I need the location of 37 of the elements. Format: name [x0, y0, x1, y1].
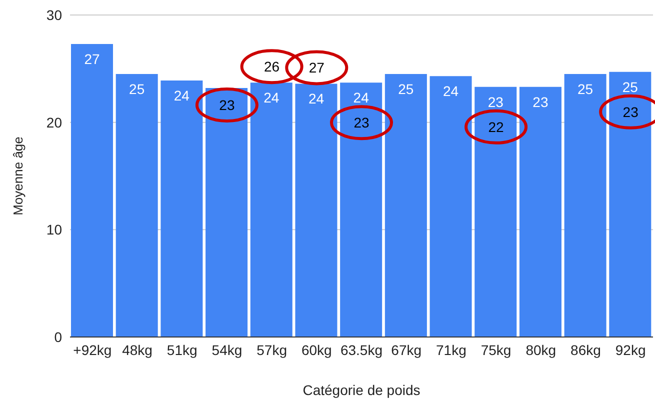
- annotation: 27: [308, 60, 325, 76]
- x-tick-label: +92kg: [73, 342, 112, 358]
- data-label: 25: [578, 80, 594, 97]
- data-label: 24: [174, 87, 190, 104]
- x-tick-label: 48kg: [122, 342, 152, 358]
- x-tick-label: 80kg: [526, 342, 556, 358]
- y-tick-label: 30: [46, 6, 62, 23]
- y-tick-label: 20: [46, 114, 62, 130]
- data-label: 24: [442, 83, 459, 100]
- x-axis-title: Catégorie de poids: [302, 382, 420, 398]
- data-label: 23: [532, 94, 548, 110]
- x-tick-label: 86kg: [570, 342, 601, 358]
- data-label: 27: [84, 50, 100, 67]
- annotation: 23: [622, 104, 639, 120]
- annotation: 23: [219, 96, 235, 113]
- data-label: 24: [264, 90, 280, 106]
- data-label: 23: [488, 94, 504, 110]
- data-label: 25: [129, 80, 145, 97]
- data-label: 24: [353, 90, 370, 106]
- data-label: 25: [398, 80, 414, 97]
- x-tick-label: 67kg: [391, 342, 422, 358]
- annotation: 26: [264, 58, 280, 75]
- x-tick-label: 51kg: [166, 342, 198, 358]
- y-tick-label: 10: [46, 222, 62, 238]
- data-label: 24: [308, 90, 324, 107]
- x-tick-label: 57kg: [256, 342, 287, 358]
- annotation: 23: [354, 114, 370, 131]
- y-tick-label: 0: [54, 328, 62, 345]
- y-axis-title: Moyenne âge: [10, 136, 26, 216]
- data-label: 25: [622, 78, 638, 95]
- x-tick-label: 60kg: [301, 342, 332, 358]
- annotation: 22: [488, 118, 504, 135]
- x-tick-label: 54kg: [212, 342, 242, 358]
- x-tick-label: 92kg: [615, 342, 646, 358]
- x-tick-label: 75kg: [480, 342, 512, 358]
- x-tick-label: 63.5kg: [340, 342, 383, 358]
- x-tick-label: 71kg: [436, 342, 466, 358]
